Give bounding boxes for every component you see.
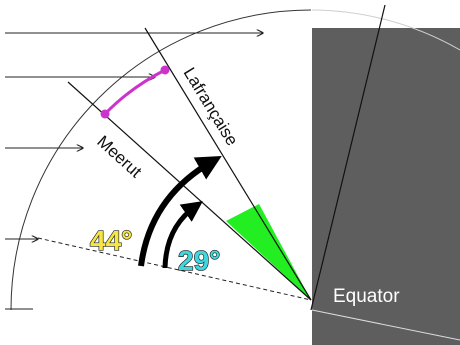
radius-lafrancaise — [144, 27, 312, 301]
radius-meerut — [67, 81, 312, 301]
earth-axis — [310, 4, 386, 311]
equator-label: Equator — [333, 286, 400, 307]
equator-line — [37, 237, 312, 301]
meerut-label: Meerut — [93, 132, 145, 182]
angle-arrow-large — [138, 155, 222, 267]
angle-small-label: 29° — [178, 245, 220, 276]
point-meerut — [100, 109, 110, 119]
latitude-arc — [103, 68, 166, 116]
angle-wedge — [226, 204, 311, 300]
angle-arrow-small — [162, 201, 203, 269]
point-lafrancaise — [160, 65, 170, 75]
angle-large-label: 44° — [90, 225, 132, 256]
earth-outline-shadow — [312, 9, 460, 51]
earth-outline — [10, 9, 312, 311]
shadow-region — [312, 28, 460, 345]
earth-bottom-outline — [311, 309, 460, 341]
